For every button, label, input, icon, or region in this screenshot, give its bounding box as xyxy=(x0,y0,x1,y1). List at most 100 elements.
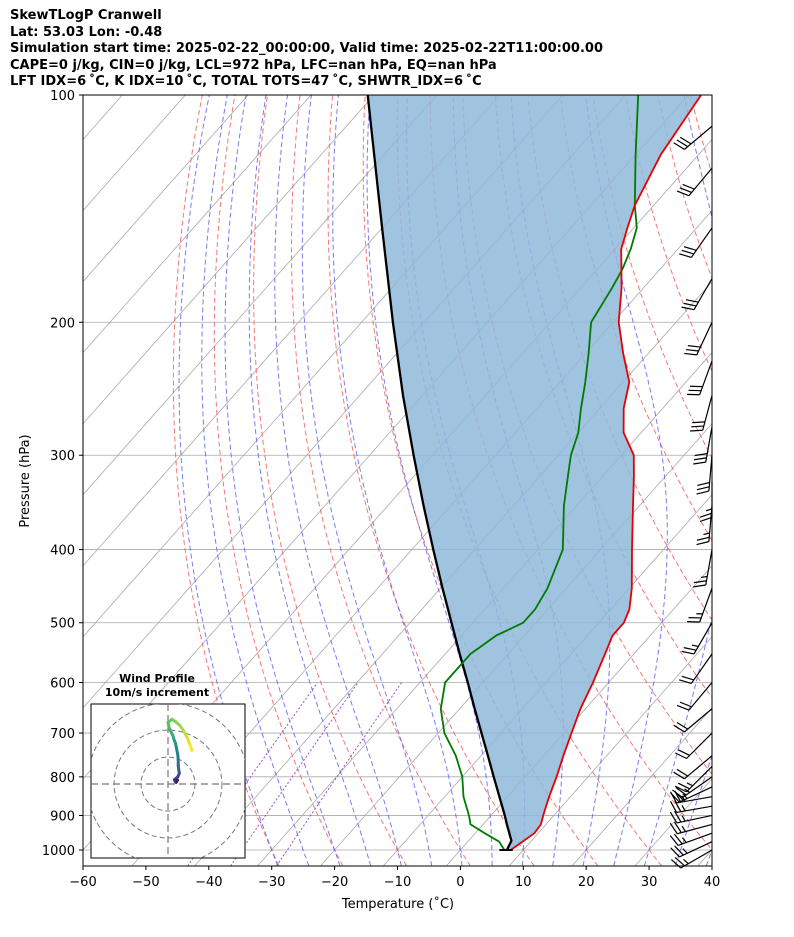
barb-flag xyxy=(693,457,707,461)
barb-flag xyxy=(679,187,692,193)
barb-staff xyxy=(676,796,713,804)
barb-staff xyxy=(684,755,713,780)
barb-flag xyxy=(674,785,687,793)
moist-adiabat xyxy=(705,848,712,866)
barb-flag xyxy=(685,348,699,352)
dry-adiabat xyxy=(172,95,280,866)
dry-adiabat xyxy=(756,95,794,866)
wind-barb xyxy=(693,549,713,588)
moist-adiabat xyxy=(301,95,433,866)
barb-staff xyxy=(686,766,713,793)
hodograph-subtitle: 10m/s increment xyxy=(105,686,209,699)
barb-flag xyxy=(692,421,705,424)
barb-flag xyxy=(673,724,685,733)
barb-staff xyxy=(696,322,713,356)
location-line: Lat: 53.03 Lon: -0.48 xyxy=(10,24,163,40)
barb-half-flag xyxy=(681,815,686,822)
wind-barb xyxy=(670,841,713,858)
barb-half-flag xyxy=(692,644,699,648)
barb-flag xyxy=(669,801,678,813)
barb-staff xyxy=(680,849,713,869)
barb-flag xyxy=(674,857,685,867)
dry-adiabat xyxy=(253,95,408,866)
x-axis-label: Temperature (˚C) xyxy=(341,896,454,912)
y-tick-label: 300 xyxy=(50,449,75,464)
isotherm-line xyxy=(83,95,438,496)
barb-flag xyxy=(679,679,692,685)
cin-fill-layer xyxy=(367,95,702,850)
barb-flag xyxy=(670,847,680,858)
barb-staff xyxy=(677,823,713,835)
moist-adiabat xyxy=(737,95,794,866)
wind-barb xyxy=(696,505,713,546)
barb-flag xyxy=(676,704,690,711)
wind-barb xyxy=(674,732,713,760)
barb-flag xyxy=(696,490,710,495)
barb-flag xyxy=(681,249,695,255)
barb-flag xyxy=(684,246,697,251)
temperature-line xyxy=(510,95,702,851)
barb-staff xyxy=(676,814,713,824)
wind-barb xyxy=(681,622,713,655)
moist-adiabat xyxy=(585,95,668,866)
barb-flag xyxy=(678,782,690,790)
y-tick-label: 400 xyxy=(50,544,75,559)
isotherm-line xyxy=(571,707,712,866)
isotherm-line xyxy=(508,636,712,866)
barb-flag xyxy=(670,859,682,869)
y-tick-label: 900 xyxy=(50,809,75,824)
barb-flag xyxy=(690,429,703,432)
wind-barb xyxy=(693,426,713,465)
barb-flag xyxy=(675,786,687,796)
wind-barb xyxy=(676,167,713,197)
barb-flag xyxy=(669,835,679,846)
barb-staff xyxy=(690,227,713,258)
barb-flag xyxy=(696,541,710,546)
barb-half-flag xyxy=(681,805,686,812)
moist-adiabat xyxy=(178,95,279,866)
barb-staff xyxy=(702,395,713,431)
barb-half-flag xyxy=(682,848,688,854)
wind-barb xyxy=(676,682,713,711)
barb-flag xyxy=(674,752,687,760)
wind-barb xyxy=(687,587,713,623)
wind-barb xyxy=(684,322,713,356)
x-tick-label: −60 xyxy=(69,875,96,890)
barb-flag xyxy=(685,299,699,303)
barb-staff xyxy=(690,653,713,684)
isotherm-line xyxy=(83,95,249,283)
barb-flag xyxy=(669,811,678,824)
x-tick-label: −10 xyxy=(384,875,411,890)
moist-adiabat xyxy=(332,95,463,866)
wind-barb xyxy=(673,125,713,150)
y-tick-label: 600 xyxy=(50,677,75,692)
barb-flag xyxy=(681,306,695,311)
barb-flag xyxy=(673,821,682,833)
indices-line: LFT IDX=6 ˚C, K IDX=10 ˚C, TOTAL TOTS=47… xyxy=(10,74,482,89)
y-axis-label: Pressure (hPa) xyxy=(18,434,33,527)
isotherm-line xyxy=(83,95,312,354)
barb-flag xyxy=(682,183,695,190)
wind-barb xyxy=(669,810,713,824)
x-tick-label: −50 xyxy=(132,875,159,890)
moist-adiabat xyxy=(643,95,712,866)
wind-barb xyxy=(679,227,713,259)
barb-flag xyxy=(676,139,689,148)
x-tick-label: 20 xyxy=(578,875,595,890)
wind-barb xyxy=(670,849,713,869)
barb-flag xyxy=(673,771,685,780)
barb-flag xyxy=(681,650,695,655)
moist-adiabat xyxy=(674,754,712,866)
x-tick-label: 40 xyxy=(704,875,721,890)
barb-staff xyxy=(679,841,713,858)
barb-half-flag xyxy=(681,825,687,832)
isotherm-line xyxy=(761,95,794,866)
barb-flag xyxy=(684,352,697,356)
moist-adiabat xyxy=(201,95,310,866)
barb-staff xyxy=(699,360,713,395)
x-tick-label: −40 xyxy=(195,875,222,890)
barb-staff xyxy=(677,832,713,847)
mixing-ratio-line xyxy=(275,682,403,866)
barb-flag xyxy=(699,512,713,518)
